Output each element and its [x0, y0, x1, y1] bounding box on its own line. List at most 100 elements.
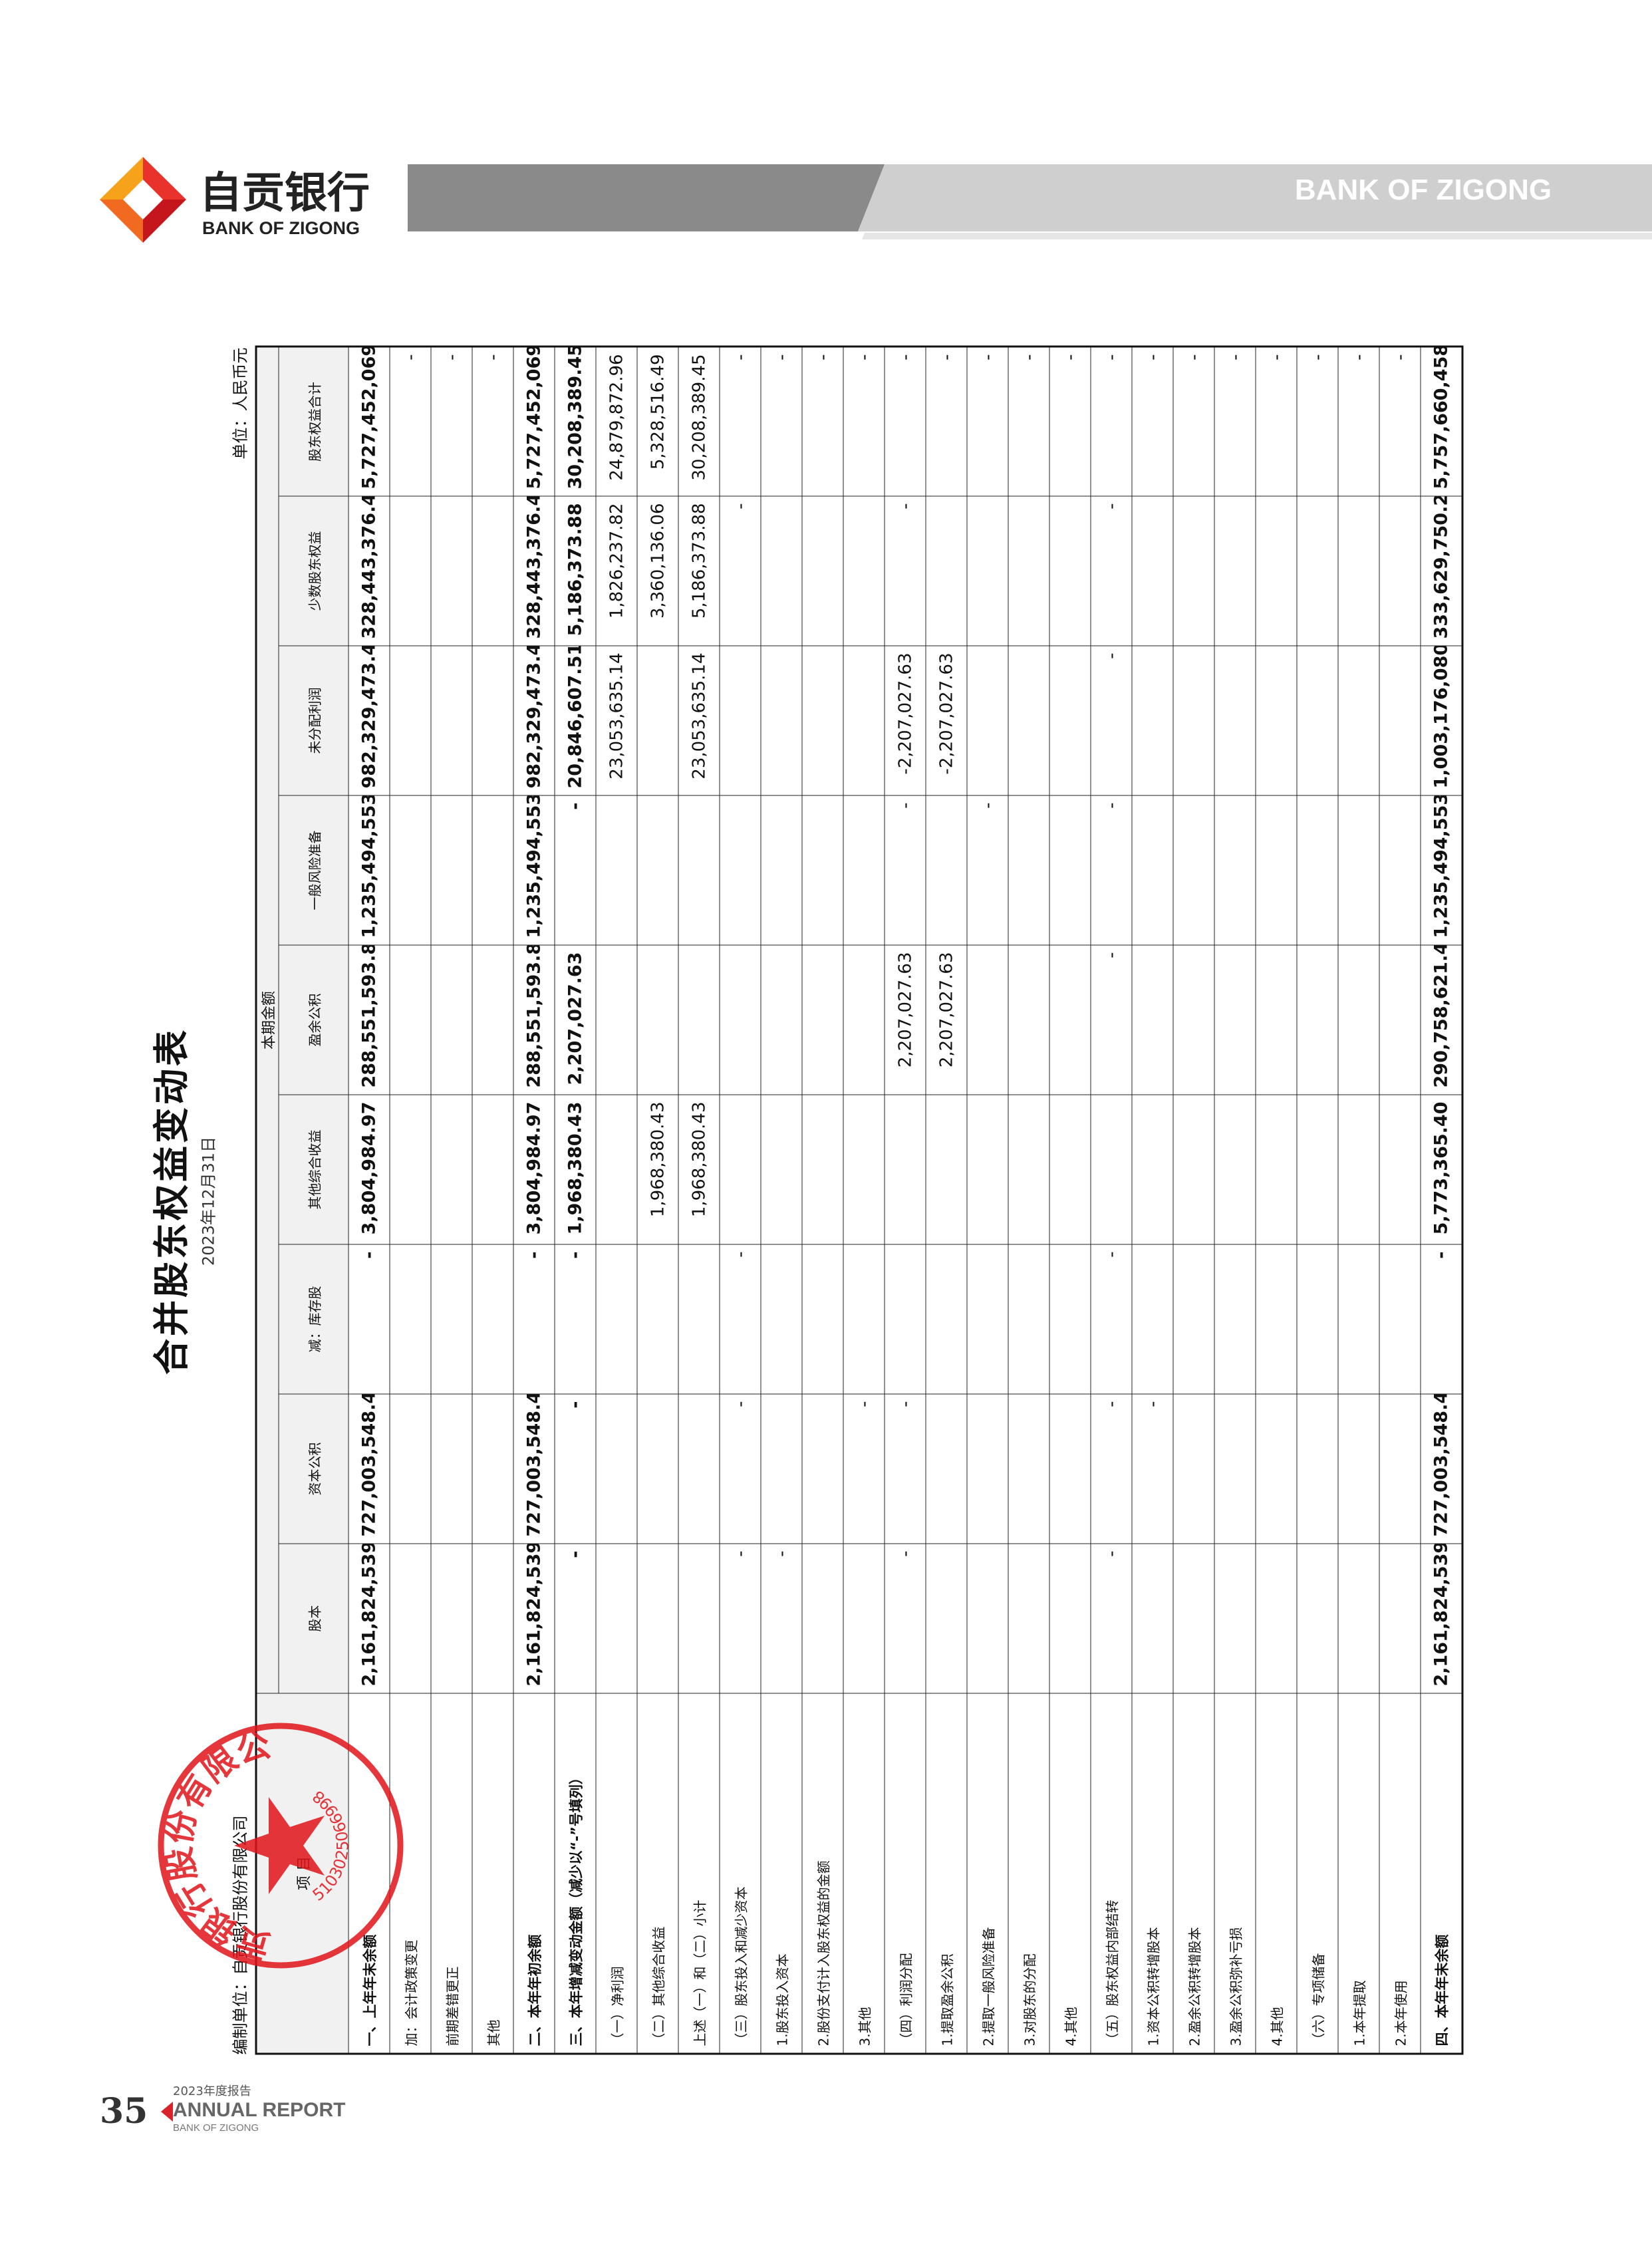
cell-value: - — [1132, 346, 1173, 496]
seal-number: 5103025066998 — [309, 1786, 352, 1905]
cell-value — [1214, 646, 1256, 795]
cell-value: 1,968,380.43 — [637, 1095, 678, 1244]
cell-value — [1132, 945, 1173, 1095]
cell-value: - — [1379, 346, 1421, 496]
row-label: （六）专项储备 — [1297, 1693, 1338, 2054]
cell-value — [1256, 1394, 1297, 1544]
row-label: 四、本年年末余额 — [1421, 1693, 1462, 2054]
cell-value: 1,968,380.43 — [555, 1095, 596, 1244]
cell-value: 30,208,389.45 — [678, 346, 720, 496]
cell-value — [843, 1544, 885, 1693]
cell-value — [720, 795, 761, 945]
cell-value: - — [1214, 346, 1256, 496]
cell-value — [1214, 1244, 1256, 1394]
cell-value: 288,551,593.83 — [348, 945, 390, 1095]
cell-value — [1338, 1544, 1379, 1693]
cell-value: -2,207,027.63 — [926, 646, 967, 795]
cell-value — [472, 945, 513, 1095]
cell-value — [1132, 646, 1173, 795]
cell-value: - — [720, 496, 761, 646]
cell-value: - — [885, 1544, 926, 1693]
table-row: 1.提取盈余公积 2,207,027.63 -2,207,027.63 - — [926, 346, 967, 2054]
cell-value — [1049, 795, 1091, 945]
cell-value: 328,443,376.40 — [348, 496, 390, 646]
row-label: 1.本年提取 — [1338, 1693, 1379, 2054]
row-label: 3.对股东的分配 — [1008, 1693, 1049, 2054]
cell-value — [472, 1544, 513, 1693]
cell-value — [1256, 1095, 1297, 1244]
cell-value: - — [885, 795, 926, 945]
cell-value — [1173, 1394, 1214, 1544]
cell-value — [1379, 646, 1421, 795]
cell-value — [390, 1244, 431, 1394]
cell-value — [678, 1394, 720, 1544]
table-row: （一）净利润 23,053,635.14 1,826,237.82 24,879,87… — [596, 346, 637, 2054]
cell-value — [1008, 646, 1049, 795]
cell-value: 5,757,660,458.84 — [1421, 346, 1462, 496]
table-row: 二、本年年初余额 2,161,824,539.00 727,003,548.48-3… — [513, 346, 555, 2054]
cell-value — [885, 1095, 926, 1244]
cell-value — [1049, 1095, 1091, 1244]
cell-value — [431, 795, 472, 945]
cell-value — [802, 1544, 843, 1693]
cell-value — [1379, 1394, 1421, 1544]
cell-value — [637, 1244, 678, 1394]
table-row: 3.对股东的分配 - — [1008, 346, 1049, 2054]
cell-value — [1379, 945, 1421, 1095]
cell-value — [967, 1544, 1008, 1693]
cell-value: - — [472, 346, 513, 496]
cell-value: - — [720, 346, 761, 496]
cell-value — [596, 1095, 637, 1244]
cell-value: 1,003,176,080.96 — [1421, 646, 1462, 795]
cell-value — [390, 795, 431, 945]
logo — [100, 157, 186, 243]
table-row: 三、本年增减变动金额（减少以“-”号填列） - - -1,968,380.43 2,20… — [555, 346, 596, 2054]
cell-value: - — [431, 346, 472, 496]
cell-value: 2,207,027.63 — [926, 945, 967, 1095]
table-row: （六）专项储备 - — [1297, 346, 1338, 2054]
cell-value: - — [926, 346, 967, 496]
cell-value: 982,329,473.45 — [513, 646, 555, 795]
cell-value: 3,804,984.97 — [348, 1095, 390, 1244]
cell-value — [1173, 496, 1214, 646]
bank-name-en: BANK OF ZIGONG — [202, 218, 360, 238]
cell-value — [967, 1394, 1008, 1544]
row-label: 1.提取盈余公积 — [926, 1693, 967, 2054]
cell-value — [926, 496, 967, 646]
cell-value: - — [885, 1394, 926, 1544]
cell-value — [1256, 646, 1297, 795]
table-row: 前期差错更正 - — [431, 346, 472, 2054]
cell-value — [637, 646, 678, 795]
cell-value — [802, 945, 843, 1095]
cell-value: 2,207,027.63 — [885, 945, 926, 1095]
row-label: 二、本年年初余额 — [513, 1693, 555, 2054]
cell-value: 1,235,494,553.26 — [348, 795, 390, 945]
cell-value: - — [513, 1244, 555, 1394]
cell-value — [431, 1394, 472, 1544]
footer-bank-name: BANK OF ZIGONG — [173, 2122, 259, 2134]
banner-light — [858, 164, 1652, 231]
cell-value: 2,207,027.63 — [555, 945, 596, 1095]
cell-value — [1297, 795, 1338, 945]
cell-value — [843, 1244, 885, 1394]
cell-value — [967, 496, 1008, 646]
cell-value: - — [1091, 1244, 1132, 1394]
cell-value: - — [555, 1544, 596, 1693]
cell-value: 333,629,750.28 — [1421, 496, 1462, 646]
cell-value: - — [1338, 346, 1379, 496]
cell-value — [1173, 646, 1214, 795]
cell-value — [1379, 1095, 1421, 1244]
doc-unit: 单位：人民币元 — [231, 347, 250, 460]
cell-value — [1008, 1544, 1049, 1693]
cell-value — [1338, 1095, 1379, 1244]
cell-value: 2,161,824,539.00 — [513, 1544, 555, 1693]
cell-value — [1379, 496, 1421, 646]
cell-value — [802, 646, 843, 795]
column-header: 未分配利润 — [279, 646, 348, 795]
cell-value — [1091, 1095, 1132, 1244]
cell-value: 23,053,635.14 — [678, 646, 720, 795]
cell-value — [1214, 795, 1256, 945]
table-row: 2.股份支付计入股东权益的金额 - — [802, 346, 843, 2054]
seal-number-path: 5103025066998 — [309, 1786, 352, 1905]
cell-value: - — [885, 496, 926, 646]
